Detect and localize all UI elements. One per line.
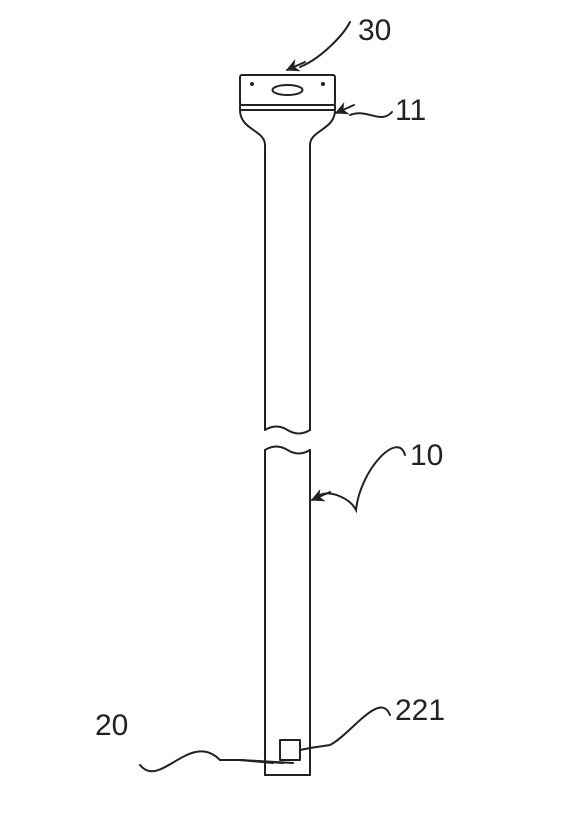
label-head: 11 [395, 94, 426, 127]
leader-left-curve [140, 751, 240, 771]
device-figure [240, 75, 335, 775]
leader-top [287, 22, 350, 70]
leader-lines [140, 22, 405, 771]
leader-right-ray-0 [300, 748, 310, 750]
leader-top-curve [300, 22, 350, 67]
cap-dot-right [321, 82, 325, 86]
label-shaft: 10 [410, 439, 443, 472]
label-top: 30 [358, 14, 391, 47]
break-bottom [265, 447, 310, 454]
labels: 30 11 10 20 221 [95, 14, 445, 742]
leader-right [300, 708, 390, 750]
leader-head-arrow [336, 105, 354, 113]
cap-dot-left [250, 82, 254, 86]
leader-head [336, 105, 392, 117]
leader-right-curve [310, 708, 390, 748]
break-top [265, 427, 310, 434]
leader-shaft-arrow [312, 492, 330, 500]
label-left_base: 20 [95, 709, 128, 742]
label-right_base: 221 [395, 694, 445, 727]
leader-head-curve [350, 112, 392, 117]
leader-shaft-curve [320, 447, 405, 510]
cap-rect [240, 75, 335, 105]
flare-left [240, 110, 265, 145]
leader-shaft [312, 447, 405, 510]
base-box [280, 740, 300, 760]
cap-bubble [273, 85, 303, 95]
flare-right [310, 110, 335, 145]
leader-left [140, 751, 293, 771]
